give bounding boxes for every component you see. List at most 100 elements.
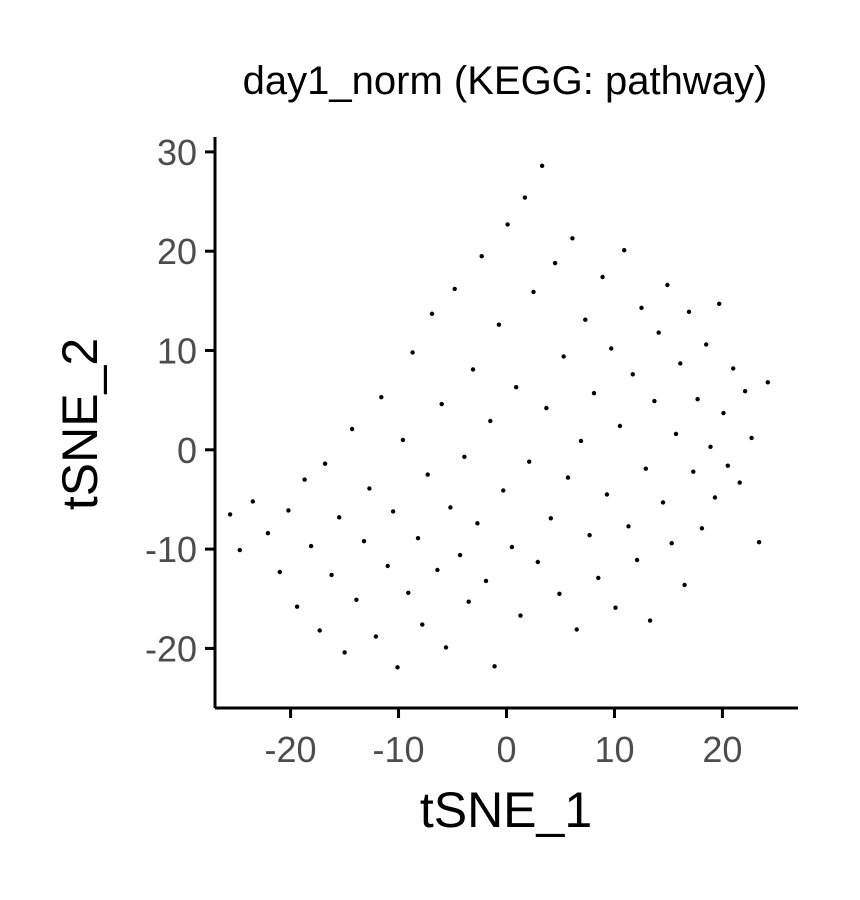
y-tick-label: 10 xyxy=(157,331,197,372)
scatter-point-46 xyxy=(514,385,519,390)
scatter-point-54 xyxy=(548,516,553,521)
scatter-point-73 xyxy=(630,372,635,377)
scatter-point-11 xyxy=(342,650,347,655)
scatter-point-79 xyxy=(656,330,661,335)
scatter-point-89 xyxy=(699,526,705,531)
scatter-point-67 xyxy=(604,492,610,497)
scatter-point-88 xyxy=(695,397,700,402)
scatter-point-5 xyxy=(302,477,307,482)
scatter-point-3 xyxy=(286,508,291,513)
scatter-point-36 xyxy=(470,367,476,372)
scatter-point-19 xyxy=(390,509,396,514)
scatter-point-85 xyxy=(682,582,687,588)
scatter-point-17 xyxy=(379,395,384,400)
scatter-point-29 xyxy=(439,401,444,407)
scatter-point-18 xyxy=(385,563,390,569)
y-axis-ticks: -20 -10 0 10 20 30 xyxy=(145,132,215,669)
x-tick-label: 0 xyxy=(496,729,516,770)
x-tick-label: 20 xyxy=(702,729,742,770)
scatter-point-52 xyxy=(539,163,545,168)
scatter-point-39 xyxy=(483,578,489,584)
scatter-point-22 xyxy=(406,590,411,595)
scatter-point-61 xyxy=(578,438,584,444)
scatter-point-25 xyxy=(420,622,425,627)
scatter-point-58 xyxy=(565,475,571,480)
scatter-point-26 xyxy=(425,472,430,477)
scatter-point-103 xyxy=(237,547,242,553)
scatter-point-12 xyxy=(349,426,355,432)
scatter-point-95 xyxy=(725,463,730,468)
scatter-point-74 xyxy=(634,557,640,563)
scatter-point-69 xyxy=(613,605,618,610)
scatter-point-80 xyxy=(660,500,666,505)
scatter-point-28 xyxy=(435,567,440,573)
scatter-point-47 xyxy=(518,613,523,618)
scatter-point-45 xyxy=(509,544,515,550)
x-axis-ticks: -20 -10 0 10 20 xyxy=(265,708,742,770)
scatter-point-2 xyxy=(277,569,282,575)
scatter-point-48 xyxy=(522,195,528,200)
scatter-point-15 xyxy=(367,486,372,491)
scatter-point-55 xyxy=(552,260,558,266)
scatter-point-4 xyxy=(294,604,300,609)
scatter-point-32 xyxy=(452,286,457,292)
scatter-point-43 xyxy=(501,488,506,493)
scatter-point-49 xyxy=(527,459,532,464)
scatter-point-63 xyxy=(587,533,592,538)
scatter-point-41 xyxy=(492,664,497,669)
scatter-point-16 xyxy=(373,634,379,639)
scatter-point-1 xyxy=(265,531,271,536)
scatter-point-77 xyxy=(647,618,653,623)
y-tick-label: 20 xyxy=(157,231,197,272)
scatter-point-68 xyxy=(609,346,614,351)
scatter-point-9 xyxy=(329,572,334,578)
scatter-point-99 xyxy=(749,435,754,441)
scatter-point-65 xyxy=(596,575,601,581)
scatter-point-14 xyxy=(361,539,367,544)
scatter-point-13 xyxy=(354,597,359,602)
scatter-point-34 xyxy=(462,454,467,459)
scatter-point-75 xyxy=(639,305,644,310)
scatter-point-35 xyxy=(466,599,471,604)
scatter-point-6 xyxy=(308,543,314,549)
y-tick-label: 0 xyxy=(177,430,197,471)
scatter-point-24 xyxy=(415,536,421,541)
scatter-point-97 xyxy=(737,480,742,485)
scatter-point-31 xyxy=(448,505,453,510)
scatter-point-94 xyxy=(721,410,726,416)
scatter-point-38 xyxy=(479,254,484,259)
scatter-point-10 xyxy=(337,515,342,520)
scatter-point-96 xyxy=(731,366,736,371)
scatter-point-71 xyxy=(622,248,627,253)
scatter-point-59 xyxy=(570,236,575,241)
x-tick-label: -10 xyxy=(373,729,425,770)
chart-title: day1_norm (KEGG: pathway) xyxy=(243,59,768,103)
scatter-point-83 xyxy=(673,431,679,437)
scatter-point-23 xyxy=(410,350,415,355)
scatter-point-44 xyxy=(505,222,510,227)
scatter-point-72 xyxy=(626,524,631,529)
scatter-point-87 xyxy=(691,469,696,474)
scatter-point-101 xyxy=(765,380,770,385)
scatter-point-86 xyxy=(686,309,692,314)
y-axis-title: tSNE_2 xyxy=(52,338,108,510)
scatter-points xyxy=(227,163,770,670)
scatter-point-91 xyxy=(708,444,713,449)
scatter-point-90 xyxy=(704,342,709,347)
scatter-point-37 xyxy=(475,521,480,526)
scatter-point-70 xyxy=(617,423,623,429)
scatter-point-66 xyxy=(600,274,605,280)
scatter-point-8 xyxy=(322,461,328,466)
scatter-point-81 xyxy=(665,282,670,288)
scatter-point-27 xyxy=(429,311,435,316)
scatter-point-98 xyxy=(742,389,748,394)
scatter-point-102 xyxy=(227,512,233,517)
scatter-point-57 xyxy=(561,354,566,359)
scatter-point-93 xyxy=(717,301,722,306)
y-tick-label: -20 xyxy=(145,628,197,669)
scatter-point-62 xyxy=(583,317,588,322)
x-tick-label: -20 xyxy=(265,729,317,770)
scatter-point-53 xyxy=(544,405,549,411)
scatter-point-51 xyxy=(535,559,540,565)
